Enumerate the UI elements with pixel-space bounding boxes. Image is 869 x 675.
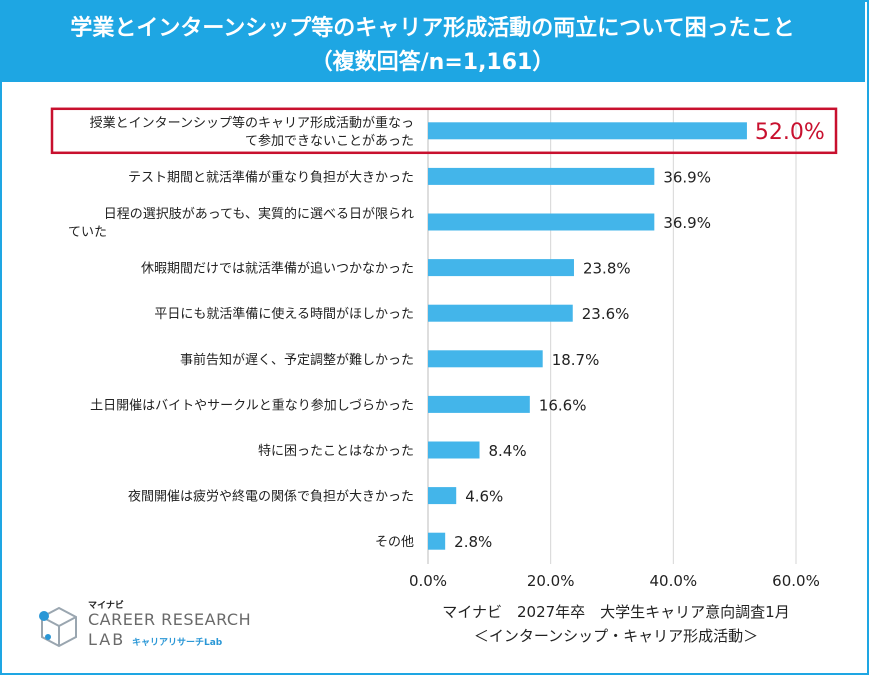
bar [428, 487, 457, 505]
data-label: 52.0% [755, 120, 825, 145]
category-label: 平日にも就活準備に使える時間がほしかった [154, 306, 414, 322]
logo-small-text: マイナビ [88, 601, 124, 611]
data-label: 23.8% [583, 260, 631, 278]
category-label: 土日開催はバイトやサークルと重なり参加しづらかった [90, 397, 414, 413]
data-label: 8.4% [489, 442, 527, 460]
x-tick-label: 20.0% [527, 572, 575, 590]
chart-title: 学業とインターンシップ等のキャリア形成活動の両立について困ったこと [70, 16, 795, 41]
category-label: 事前告知が遅く、予定調整が難しかった [180, 352, 414, 368]
data-label: 4.6% [465, 488, 503, 506]
source-line1: マイナビ 2027年卒 大学生キャリア意向調査1月 [442, 603, 790, 621]
bar [428, 350, 543, 368]
category-label: て参加できないことがあった [245, 133, 414, 149]
category-label: 特に困ったことはなかった [258, 444, 414, 459]
highlight-box [50, 107, 838, 155]
logo-jp-text: キャリアリサーチLab [132, 638, 223, 648]
data-label: 18.7% [552, 351, 600, 369]
category-label: その他 [375, 535, 414, 550]
bar [428, 395, 530, 413]
cube-logo-icon [39, 606, 77, 648]
logo-name-line1: CAREER RESEARCH [88, 610, 252, 629]
category-label: 授業とインターンシップ等のキャリア形成活動が重なっ [90, 115, 414, 131]
chart-subtitle: （複数回答/n=1,161） [310, 50, 555, 75]
category-label: 休暇期間だけでは就活準備が追いつかなかった [141, 261, 414, 277]
source-line2: ＜インターンシップ・キャリア形成活動＞ [473, 627, 759, 645]
data-label: 23.6% [582, 305, 630, 323]
category-label: ていた [68, 225, 107, 240]
source-note: マイナビ 2027年卒 大学生キャリア意向調査1月 ＜インターンシップ・キャリア… [406, 600, 826, 648]
x-tick-label: 60.0% [772, 572, 820, 590]
bar [428, 259, 574, 277]
bar [428, 441, 480, 459]
data-label: 36.9% [663, 214, 711, 232]
bar [428, 213, 655, 231]
data-label: 16.6% [539, 396, 587, 414]
bar [428, 167, 655, 185]
bar [428, 304, 573, 322]
x-tick-label: 0.0% [409, 572, 447, 590]
category-label: 夜間開催は疲労や終電の関係で負担が大きかった [128, 489, 414, 505]
category-label: 日程の選択肢があっても、実質的に選べる日が限られ [104, 206, 414, 222]
title-bar: 学業とインターンシップ等のキャリア形成活動の両立について困ったこと （複数回答/… [0, 0, 865, 82]
bar [428, 532, 446, 550]
career-research-lab-logo: マイナビ CAREER RESEARCH LAB キャリアリサーチLab [34, 598, 264, 658]
category-label: テスト期間と就活準備が重なり負担が大きかった [128, 169, 414, 185]
bar [428, 122, 747, 140]
data-label: 2.8% [454, 533, 492, 551]
x-tick-label: 40.0% [650, 572, 698, 590]
data-label: 36.9% [663, 168, 711, 186]
logo-name-line2: LAB [88, 630, 126, 649]
